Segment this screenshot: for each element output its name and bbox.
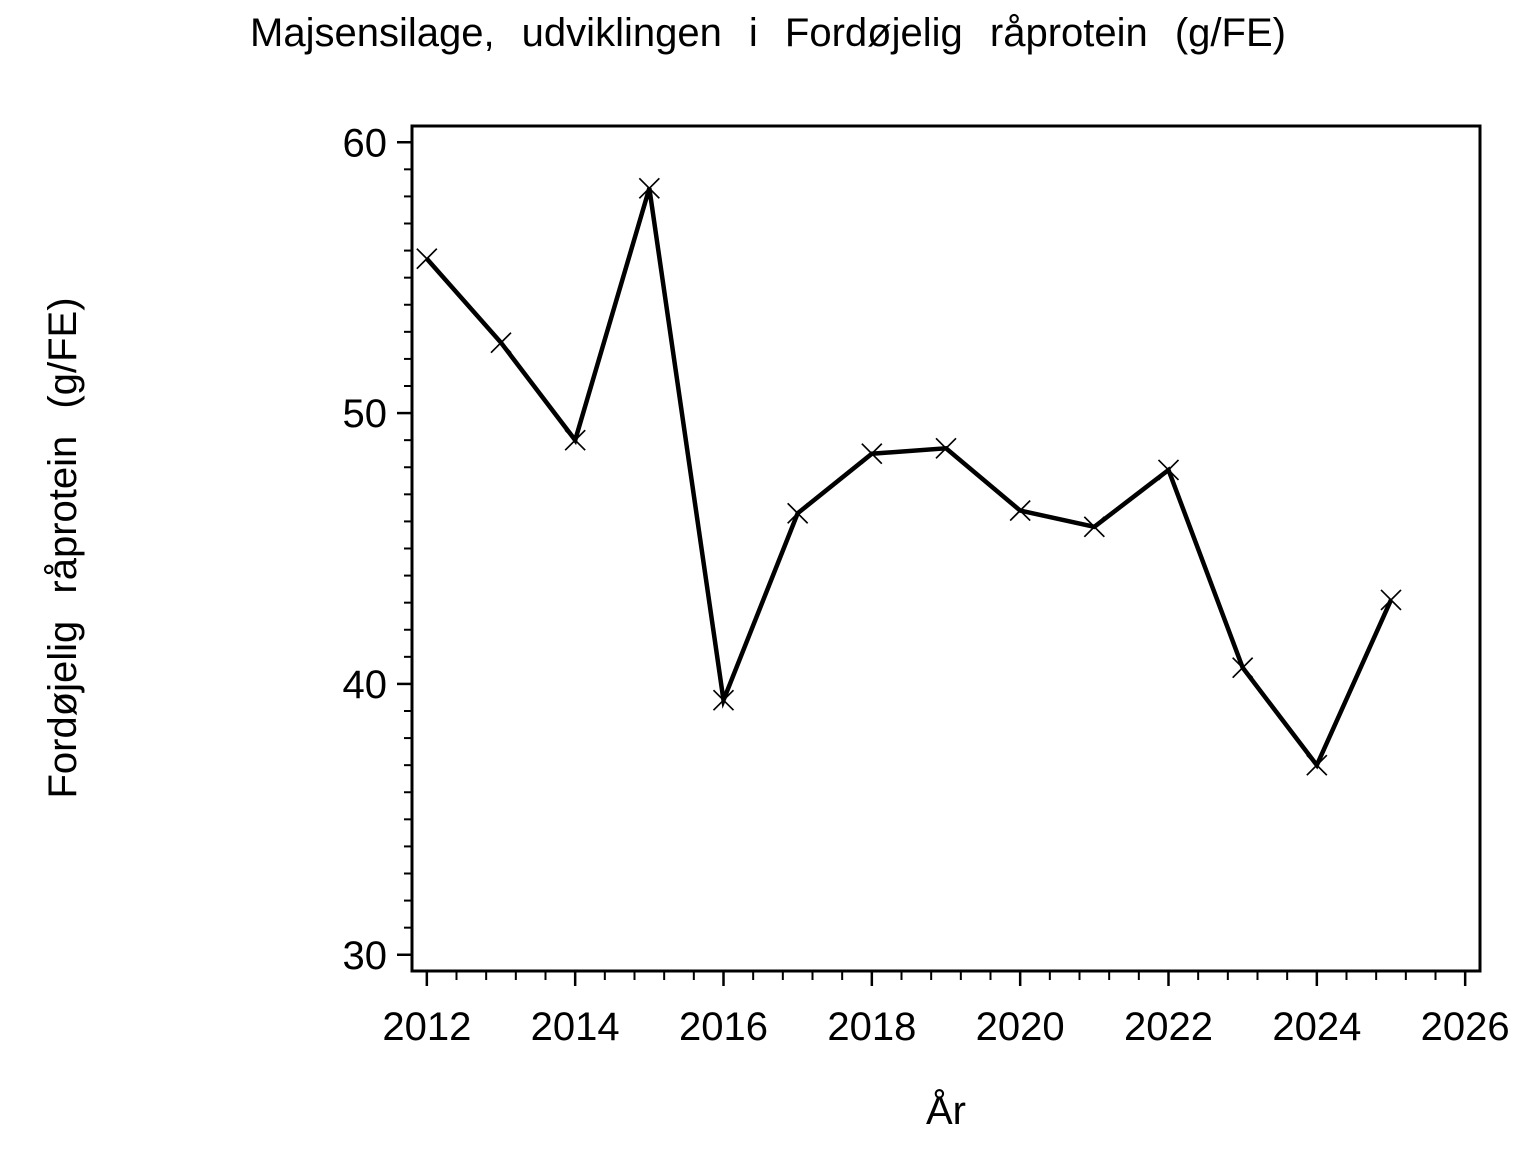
x-tick-label: 2014 — [531, 1005, 620, 1049]
data-point-marker — [1306, 754, 1328, 776]
data-point-marker — [861, 443, 883, 465]
data-line — [425, 187, 1394, 770]
x-tick-label: 2020 — [976, 1005, 1065, 1049]
data-point-marker — [1083, 516, 1105, 538]
data-point-marker — [935, 437, 957, 459]
plot-frame — [410, 124, 1482, 973]
data-point-marker — [1380, 589, 1402, 611]
data-point-marker — [638, 177, 660, 199]
x-tick-label: 2026 — [1421, 1005, 1510, 1049]
x-tick-label: 2024 — [1272, 1005, 1361, 1049]
data-point-marker — [1009, 499, 1031, 522]
chart-title: Majsensilage, udviklingen i Fordøjelig r… — [250, 11, 1286, 55]
data-point-marker — [1157, 459, 1180, 481]
data-point-marker — [787, 502, 809, 524]
y-tick-label: 50 — [343, 392, 388, 436]
x-tick-label: 2022 — [1124, 1005, 1213, 1049]
y-tick-label: 40 — [343, 663, 388, 707]
y-tick-label: 60 — [343, 121, 388, 165]
y-tick-label: 30 — [343, 934, 388, 978]
x-tick-label: 2018 — [827, 1005, 916, 1049]
data-point-marker — [564, 429, 586, 451]
data-point-marker — [1232, 657, 1254, 679]
x-tick-label: 2016 — [679, 1005, 768, 1049]
data-point-marker — [490, 332, 512, 354]
data-point-marker — [416, 248, 438, 270]
x-axis-title: År — [926, 1089, 966, 1133]
data-point-marker — [712, 689, 735, 711]
x-tick-label: 2012 — [382, 1005, 471, 1049]
